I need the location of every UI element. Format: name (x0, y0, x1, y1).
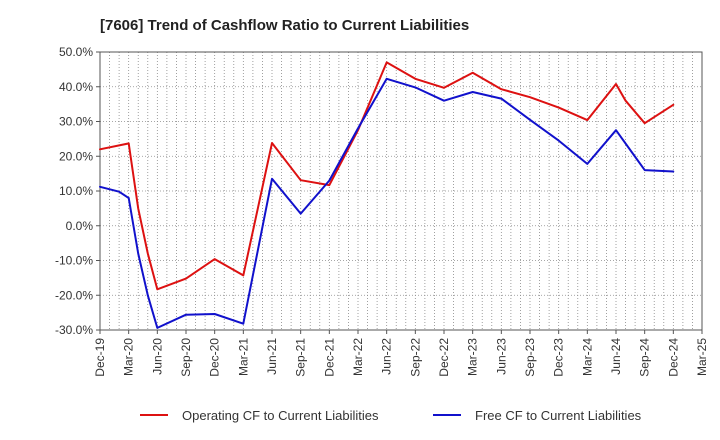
series-layer (99, 61, 675, 329)
x-tick-label: Mar-25 (695, 338, 709, 376)
y-tick-label: 10.0% (59, 184, 93, 198)
y-tick-label: -20.0% (55, 288, 93, 302)
operating-cf-line (99, 61, 675, 291)
x-tick-label: Mar-21 (236, 338, 250, 376)
y-tick-label: -10.0% (55, 254, 93, 268)
x-axis: Dec-19 Mar-20 Jun-20 Sep-20 Dec-20 Mar-21 Jun-… (93, 330, 709, 377)
x-tick-label: Dec-22 (437, 338, 451, 377)
legend-label: Free CF to Current Liabilities (475, 408, 642, 423)
x-tick-label: Dec-21 (322, 338, 336, 377)
x-tick-label: Dec-19 (93, 338, 107, 377)
y-tick-label: 0.0% (66, 219, 94, 233)
y-tick-label: -30.0% (55, 323, 93, 337)
chart-title: [7606] Trend of Cashflow Ratio to Curren… (100, 17, 469, 34)
x-tick-label: Sep-20 (179, 338, 193, 377)
x-tick-label: Sep-24 (638, 338, 652, 377)
x-tick-label: Dec-24 (666, 338, 680, 377)
x-tick-label: Sep-22 (408, 338, 422, 377)
x-tick-label: Dec-20 (208, 338, 222, 377)
free-cf-line (99, 77, 675, 329)
plot-area (99, 51, 703, 331)
x-tick-label: Jun-20 (150, 338, 164, 375)
x-tick-label: Sep-21 (294, 338, 308, 377)
y-tick-label: 20.0% (59, 149, 93, 163)
x-tick-label: Sep-23 (523, 338, 537, 377)
legend: Operating CF to Current Liabilities Free … (140, 408, 642, 423)
y-tick-label: 40.0% (59, 80, 93, 94)
x-tick-label: Dec-23 (552, 338, 566, 377)
x-tick-label: Jun-24 (609, 338, 623, 375)
y-axis: 50.0% 40.0% 30.0% 20.0% 10.0% 0.0% -10.0% -20.0… (55, 45, 100, 337)
legend-label: Operating CF to Current Liabilities (182, 408, 379, 423)
x-tick-label: Mar-22 (351, 338, 365, 376)
y-tick-label: 50.0% (59, 45, 93, 59)
x-tick-label: Mar-20 (122, 338, 136, 376)
x-tick-label: Mar-23 (466, 338, 480, 376)
y-tick-label: 30.0% (59, 115, 93, 129)
x-tick-label: Jun-22 (380, 338, 394, 375)
x-tick-label: Jun-21 (265, 338, 279, 375)
x-tick-label: Jun-23 (494, 338, 508, 375)
x-tick-label: Mar-24 (580, 338, 594, 376)
